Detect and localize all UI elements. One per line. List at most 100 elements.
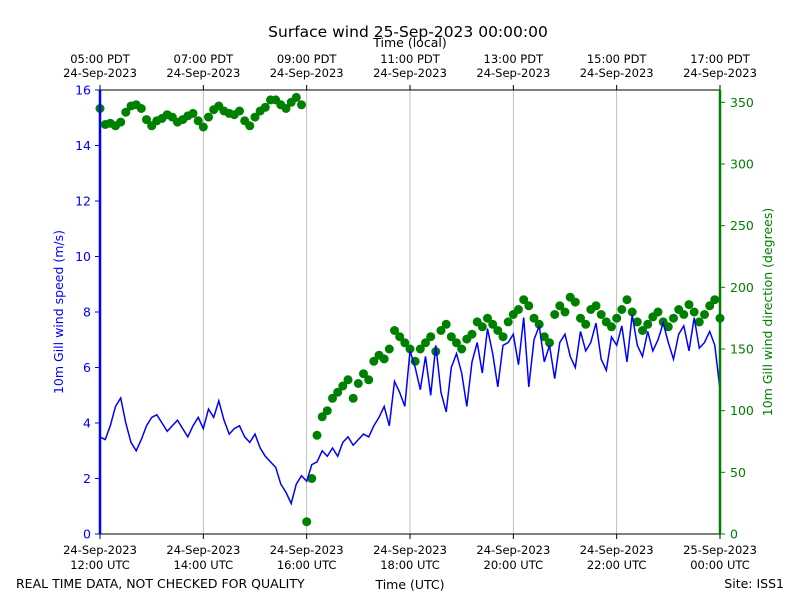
- top-tick-time: 13:00 PDT: [484, 52, 545, 66]
- wind-direction-point: [669, 313, 678, 323]
- wind-direction-point: [555, 301, 565, 311]
- wind-direction-point: [348, 393, 358, 403]
- left-axis-label: 10m Gill wind speed (m/s): [51, 230, 66, 394]
- bottom-tick-date: 24-Sep-2023: [476, 543, 550, 557]
- wind-direction-point: [700, 310, 709, 319]
- right-tick-label: 300: [730, 157, 754, 172]
- wind-direction-point: [503, 317, 513, 327]
- right-tick-label: 0: [730, 527, 738, 542]
- wind-direction-point: [612, 313, 622, 323]
- right-tick-label: 250: [730, 218, 754, 233]
- left-tick-label: 12: [75, 194, 91, 209]
- wind-direction-point: [596, 310, 606, 319]
- wind-direction-point: [694, 317, 704, 327]
- wind-direction-point: [632, 317, 642, 327]
- bottom-tick-time: 16:00 UTC: [277, 558, 337, 572]
- wind-direction-point: [545, 338, 554, 348]
- wind-direction-point: [477, 322, 487, 332]
- right-tick-label: 200: [730, 280, 754, 295]
- chart-title: Surface wind 25-Sep-2023 00:00:00: [268, 23, 548, 41]
- wind-direction-point: [390, 326, 399, 335]
- left-tick-label: 8: [83, 305, 91, 320]
- wind-direction-point: [297, 100, 306, 110]
- bottom-tick-time: 00:00 UTC: [690, 558, 750, 572]
- wind-direction-point: [457, 344, 467, 354]
- wind-direction-point: [328, 393, 337, 403]
- wind-direction-point: [529, 313, 539, 323]
- right-tick-label: 100: [730, 403, 754, 418]
- left-tick-label: 16: [75, 83, 91, 98]
- wind-direction-point: [560, 307, 570, 317]
- wind-direction-point: [638, 326, 647, 335]
- right-axis-ticks: 0 50 100 150 200 250 300 350: [720, 95, 754, 542]
- bottom-tick-time: 12:00 UTC: [70, 558, 130, 572]
- wind-direction-point: [705, 301, 715, 311]
- top-tick-date: 24-Sep-2023: [166, 66, 240, 80]
- wind-direction-point: [395, 332, 405, 342]
- top-tick-time: 15:00 PDT: [587, 52, 648, 66]
- wind-direction-point: [627, 307, 637, 317]
- wind-direction-point: [617, 305, 627, 314]
- top-tick-date: 24-Sep-2023: [476, 66, 550, 80]
- wind-direction-point: [260, 102, 270, 112]
- wind-direction-point: [281, 104, 291, 113]
- left-tick-label: 6: [83, 360, 91, 375]
- wind-direction-point: [142, 115, 151, 125]
- wind-direction-point: [467, 329, 477, 339]
- wind-direction-point: [663, 322, 673, 332]
- bottom-tick-time: 22:00 UTC: [587, 558, 647, 572]
- wind-direction-point: [426, 332, 436, 342]
- left-tick-label: 2: [83, 471, 91, 486]
- wind-direction-point: [317, 412, 327, 422]
- bottom-tick-date: 24-Sep-2023: [63, 543, 137, 557]
- wind-direction-point: [576, 313, 585, 323]
- top-tick-date: 24-Sep-2023: [683, 66, 757, 80]
- wind-direction-point: [483, 313, 492, 323]
- left-axis-ticks: 0 2 4 6 8 10 12 14 16: [75, 83, 100, 542]
- top-tick-time: 17:00 PDT: [690, 52, 751, 66]
- wind-direction-point: [379, 354, 389, 364]
- wind-direction-point: [421, 338, 430, 348]
- wind-direction-point: [441, 319, 451, 329]
- wind-direction-point: [524, 301, 534, 311]
- wind-direction-point: [312, 430, 322, 440]
- wind-direction-point: [493, 326, 503, 335]
- wind-direction-point: [452, 338, 461, 348]
- wind-direction-point: [364, 375, 374, 385]
- wind-direction-point: [198, 122, 208, 132]
- top-tick-date: 24-Sep-2023: [270, 66, 344, 80]
- left-tick-label: 10: [75, 249, 91, 264]
- wind-direction-point: [353, 379, 363, 388]
- top-tick-time: 09:00 PDT: [277, 52, 338, 66]
- wind-direction-point: [369, 356, 379, 366]
- bottom-tick-time: 14:00 UTC: [174, 558, 234, 572]
- wind-direction-point: [488, 319, 498, 329]
- bottom-tick-date: 25-Sep-2023: [683, 543, 757, 557]
- wind-direction-point: [121, 107, 131, 117]
- left-tick-label: 4: [83, 416, 91, 431]
- wind-direction-point: [653, 307, 663, 317]
- wind-direction-point: [643, 319, 653, 329]
- wind-direction-point: [710, 295, 720, 305]
- wind-direction-point: [343, 375, 353, 385]
- bottom-tick-date: 24-Sep-2023: [166, 543, 240, 557]
- wind-direction-point: [514, 305, 523, 314]
- wind-direction-point: [235, 106, 244, 116]
- wind-direction-point: [188, 108, 198, 118]
- bottom-axis-label: Time (UTC): [374, 577, 444, 592]
- top-tick-date: 24-Sep-2023: [63, 66, 137, 80]
- wind-direction-point: [436, 326, 446, 335]
- left-tick-label: 14: [75, 138, 91, 153]
- wind-direction-point: [607, 322, 616, 332]
- top-tick-date: 24-Sep-2023: [373, 66, 447, 80]
- wind-direction-point: [338, 381, 348, 391]
- wind-direction-point: [689, 307, 699, 317]
- bottom-tick-date: 24-Sep-2023: [580, 543, 654, 557]
- wind-direction-point: [302, 517, 312, 527]
- bottom-tick-date: 24-Sep-2023: [373, 543, 447, 557]
- wind-direction-point: [333, 387, 343, 397]
- wind-direction-point: [291, 92, 301, 102]
